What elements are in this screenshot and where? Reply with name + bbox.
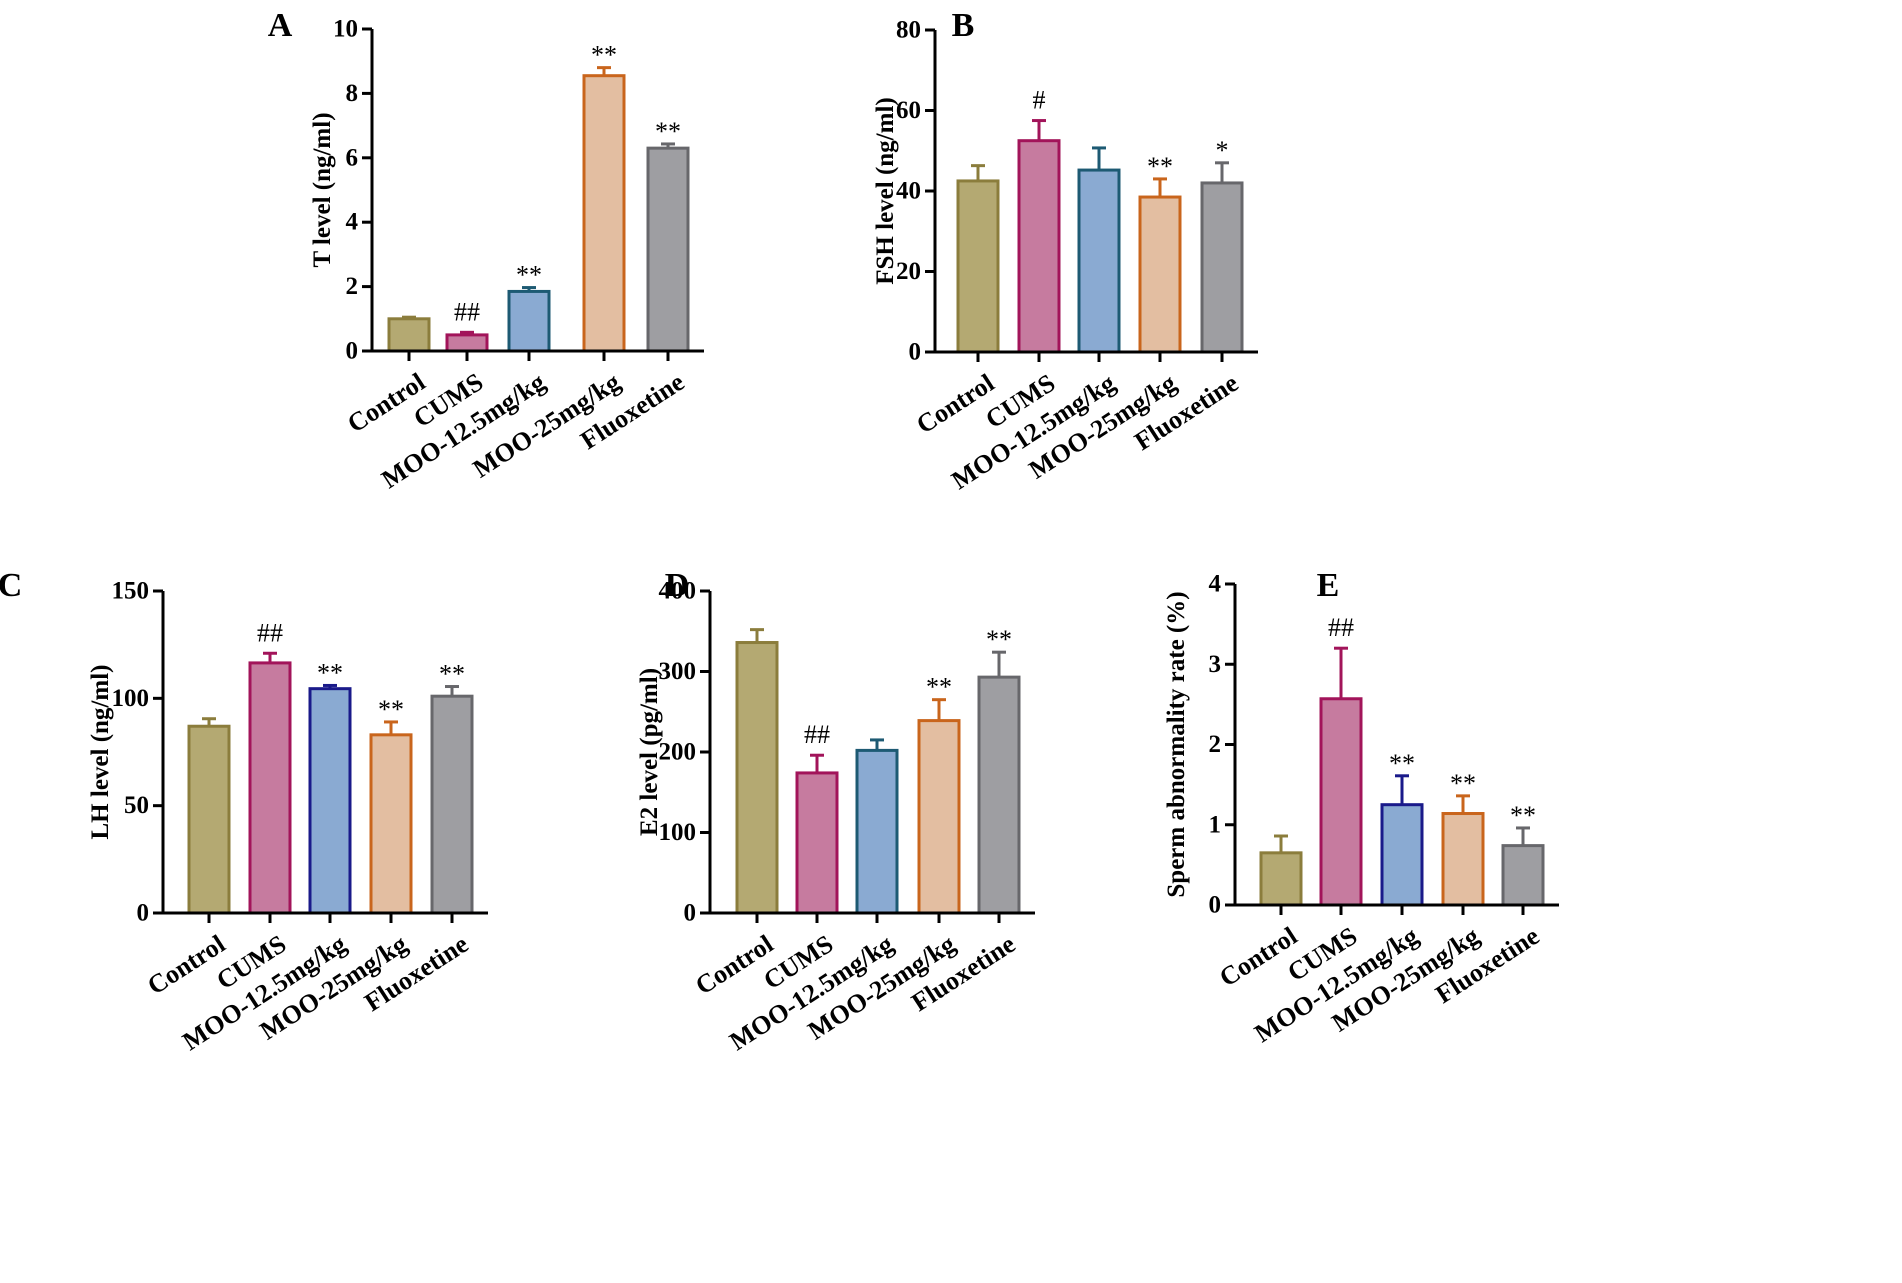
significance-marker: * <box>1216 136 1229 165</box>
chart-panel-a: AT level (ng/ml)##******0246810ControlCU… <box>268 7 704 494</box>
y-tick-label: 1 <box>1209 811 1222 838</box>
significance-marker: ## <box>804 720 830 749</box>
significance-marker: ## <box>257 618 283 647</box>
significance-marker: ** <box>986 625 1012 654</box>
bar-fluoxetine <box>1200 181 1244 354</box>
panel-label: D <box>665 567 690 604</box>
significance-marker: ** <box>926 673 952 702</box>
y-tick-label: 100 <box>659 819 697 846</box>
y-tick-label: 0 <box>909 339 922 366</box>
panel-label: A <box>268 7 293 44</box>
y-axis-label: Sperm abnormality rate (%) <box>1163 591 1190 897</box>
y-tick-label: 6 <box>346 144 359 171</box>
y-tick-label: 60 <box>896 97 921 124</box>
bar-fluoxetine <box>1501 844 1545 907</box>
significance-marker: ** <box>655 117 681 146</box>
panel-label: B <box>952 7 975 44</box>
significance-marker: ** <box>1510 801 1536 830</box>
significance-marker: ** <box>439 660 465 689</box>
significance-marker: ** <box>516 261 542 290</box>
bar-control <box>956 179 1000 354</box>
bar-moo-25mg-kg <box>1138 195 1182 354</box>
chart-panel-d: D E2 level (pg/ml) ## ** ** 0 100 200 300 400 Cont… <box>636 567 1035 1056</box>
y-tick-label: 4 <box>346 209 359 236</box>
bar-control <box>187 724 231 915</box>
bar-control <box>735 641 779 915</box>
panel-label: C <box>0 567 22 604</box>
y-tick-label: 50 <box>124 792 149 819</box>
significance-marker: ** <box>317 658 343 687</box>
bar-moo-25mg-kg <box>369 733 413 915</box>
chart-panel-e: E Sperm abnormality rate (%) ## ** ** ** 0 1 2 3 4… <box>1163 567 1559 1048</box>
y-tick-label: 8 <box>346 80 359 107</box>
y-axis-label: E2 level (pg/ml) <box>636 668 663 836</box>
x-category-label: Control <box>1214 921 1302 992</box>
significance-marker: ** <box>1147 152 1173 181</box>
bar-cums <box>1017 139 1061 354</box>
bar-fluoxetine <box>646 146 690 353</box>
significance-marker: ** <box>378 695 404 724</box>
y-tick-label: 150 <box>112 578 150 605</box>
y-tick-label: 0 <box>346 338 359 365</box>
bar-cums <box>1319 697 1363 907</box>
significance-marker: # <box>1033 86 1046 115</box>
significance-marker: ## <box>1328 613 1354 642</box>
y-tick-label: 0 <box>684 900 697 927</box>
y-tick-label: 40 <box>896 178 921 205</box>
y-axis-label: T level (ng/ml) <box>309 112 336 267</box>
y-tick-label: 2 <box>1209 731 1222 758</box>
y-tick-label: 4 <box>1209 571 1222 598</box>
bar-cums <box>445 333 489 353</box>
bar-moo-25mg-kg <box>582 74 626 353</box>
bar-cums <box>248 661 292 915</box>
bar-moo-12-5mg-kg <box>308 687 352 915</box>
bar-cums <box>795 771 839 915</box>
bar-moo-12-5mg-kg <box>507 289 551 353</box>
y-tick-label: 3 <box>1209 651 1222 678</box>
y-tick-label: 200 <box>659 739 697 766</box>
y-tick-label: 80 <box>896 17 921 44</box>
y-axis-label: FSH level (ng/ml) <box>872 97 899 284</box>
bar-fluoxetine <box>977 675 1021 915</box>
significance-marker: ## <box>454 297 480 326</box>
bar-moo-12-5mg-kg <box>855 748 899 915</box>
significance-marker: ** <box>1450 769 1476 798</box>
x-category-label: Control <box>911 368 999 439</box>
bar-control <box>1259 851 1303 907</box>
significance-marker: ** <box>591 41 617 70</box>
y-tick-label: 300 <box>659 658 697 685</box>
panel-label: E <box>1317 567 1340 604</box>
significance-marker: ** <box>1389 749 1415 778</box>
bar-moo-12-5mg-kg <box>1077 168 1121 354</box>
y-axis-label: LH level (ng/ml) <box>87 665 114 840</box>
chart-panel-c: C LH level (ng/ml) ## ** ** ** 0 50 100 150 Contro… <box>0 567 488 1056</box>
bar-control <box>387 317 431 353</box>
bar-moo-25mg-kg <box>917 719 961 915</box>
y-tick-label: 20 <box>896 258 921 285</box>
y-tick-label: 0 <box>1209 892 1222 919</box>
y-tick-label: 400 <box>659 578 697 605</box>
y-tick-label: 2 <box>346 273 359 300</box>
bar-moo-12-5mg-kg <box>1380 803 1424 907</box>
x-category-label: Control <box>142 929 230 1000</box>
y-tick-label: 10 <box>333 16 358 43</box>
y-tick-label: 100 <box>112 685 150 712</box>
bar-fluoxetine <box>430 694 474 915</box>
bar-moo-25mg-kg <box>1441 812 1485 907</box>
x-category-label: Control <box>690 929 778 1000</box>
y-tick-label: 0 <box>137 900 150 927</box>
